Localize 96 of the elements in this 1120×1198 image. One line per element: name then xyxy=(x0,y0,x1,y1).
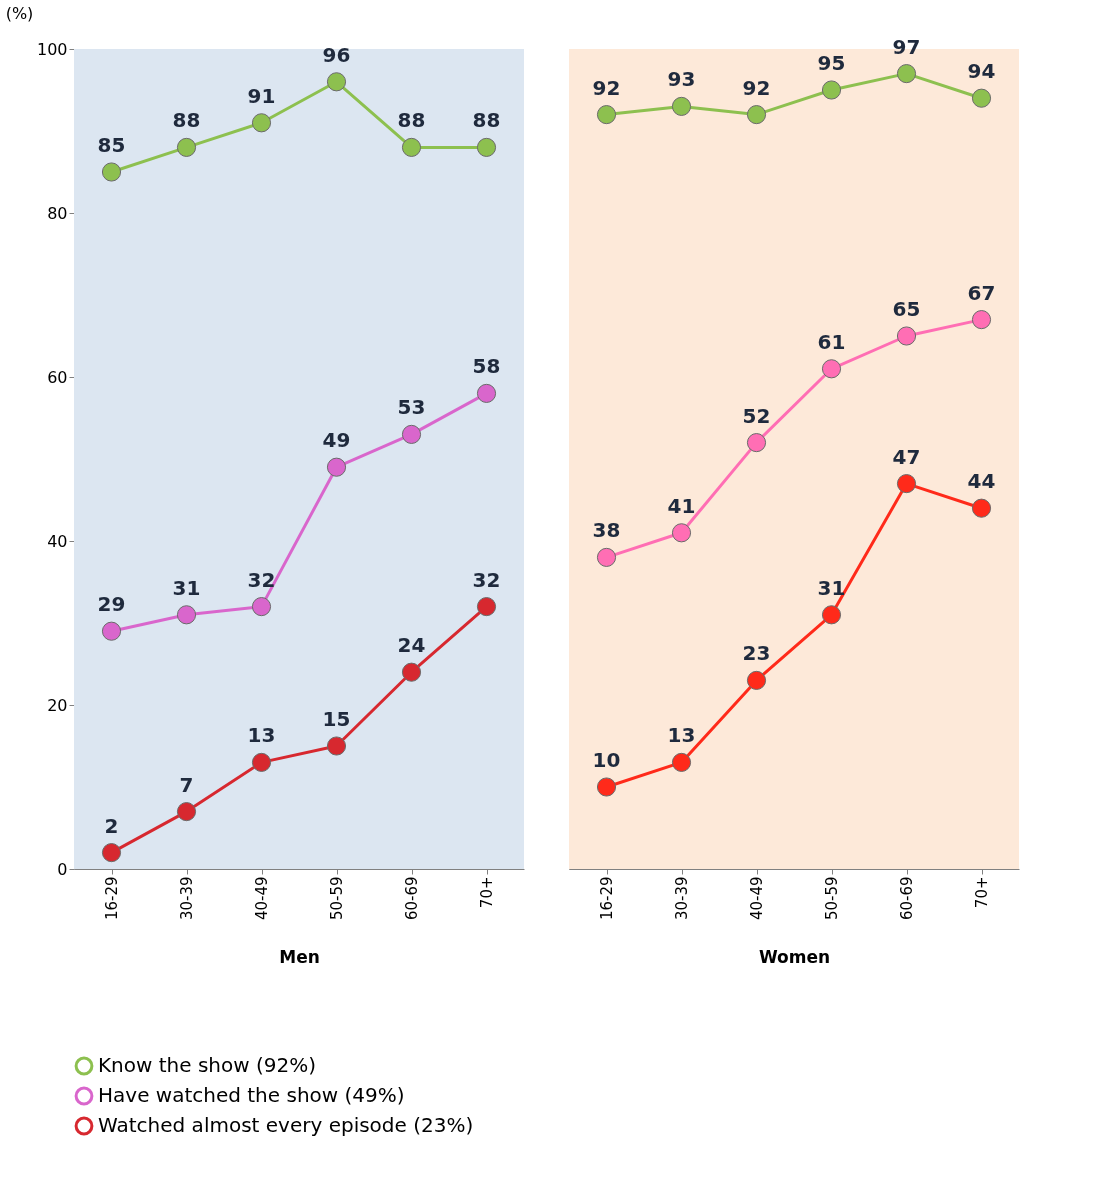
data-label: 24 xyxy=(397,633,426,658)
point xyxy=(821,605,842,625)
x-tick-label: 70+ xyxy=(973,876,991,909)
point xyxy=(596,777,617,797)
point xyxy=(971,498,992,518)
point xyxy=(821,80,842,100)
point xyxy=(971,310,992,330)
y-tick-label: 0 xyxy=(57,859,68,879)
data-label: 13 xyxy=(247,723,276,748)
x-tick-label: 30-39 xyxy=(673,876,691,921)
point xyxy=(476,137,497,157)
x-tick-label: 70+ xyxy=(478,876,496,909)
point xyxy=(326,736,347,756)
y-tick-label: 20 xyxy=(47,695,68,715)
x-tick-label: 40-49 xyxy=(748,876,766,921)
point xyxy=(746,670,767,690)
x-tick-label: 50-59 xyxy=(823,876,841,921)
data-label: 32 xyxy=(247,567,276,592)
data-label: 96 xyxy=(322,42,351,67)
data-label: 91 xyxy=(247,83,276,108)
data-label: 2 xyxy=(104,813,119,838)
point xyxy=(896,474,917,494)
point xyxy=(401,662,422,682)
data-label: 92 xyxy=(742,75,771,100)
data-label: 13 xyxy=(667,723,696,748)
x-axis-title: Women xyxy=(758,947,831,968)
data-label: 31 xyxy=(172,575,201,600)
point xyxy=(596,547,617,567)
legend-label: Have watched the show (49%) xyxy=(98,1083,405,1107)
data-label: 7 xyxy=(179,772,194,797)
x-tick-label: 60-69 xyxy=(403,876,421,921)
data-label: 38 xyxy=(592,518,621,543)
point xyxy=(476,597,497,617)
data-label: 93 xyxy=(667,67,696,92)
point xyxy=(596,105,617,125)
data-label: 15 xyxy=(322,707,351,731)
point xyxy=(821,359,842,379)
y-tick-label: 80 xyxy=(47,203,68,223)
data-label: 32 xyxy=(472,567,501,592)
point xyxy=(101,162,122,182)
point xyxy=(326,72,347,92)
data-label: 92 xyxy=(592,75,621,100)
point xyxy=(671,752,692,772)
x-tick-label: 40-49 xyxy=(253,876,271,921)
y-tick-label: 40 xyxy=(47,531,68,551)
point xyxy=(176,137,197,157)
point xyxy=(251,113,272,133)
y-axis-title: (%) xyxy=(5,3,34,23)
y-tick-label: 60 xyxy=(47,367,68,387)
data-label: 88 xyxy=(397,108,426,133)
x-axis-title: Men xyxy=(279,947,320,968)
data-label: 10 xyxy=(592,748,621,772)
point xyxy=(896,64,917,84)
x-tick-label: 50-59 xyxy=(328,876,346,921)
data-label: 29 xyxy=(97,592,126,617)
data-label: 61 xyxy=(817,329,846,354)
point xyxy=(401,424,422,444)
data-label: 49 xyxy=(322,428,351,453)
point xyxy=(971,88,992,108)
y-tick-label: 100 xyxy=(36,39,68,59)
x-tick-label: 16-29 xyxy=(103,876,121,921)
data-label: 88 xyxy=(472,108,501,133)
point xyxy=(896,326,917,346)
data-label: 58 xyxy=(472,354,501,379)
point xyxy=(476,383,497,403)
legend-label: Know the show (92%) xyxy=(98,1053,317,1077)
point xyxy=(746,433,767,453)
x-tick-label: 30-39 xyxy=(178,876,196,921)
data-label: 94 xyxy=(967,59,996,84)
point xyxy=(101,843,122,863)
data-label: 88 xyxy=(172,108,201,133)
point xyxy=(746,105,767,125)
legend-label: Watched almost every episode (23%) xyxy=(98,1113,474,1137)
data-label: 97 xyxy=(892,34,921,59)
point xyxy=(176,605,197,625)
point xyxy=(671,96,692,116)
point xyxy=(176,802,197,822)
point xyxy=(326,457,347,477)
data-label: 85 xyxy=(97,133,126,157)
data-label: 95 xyxy=(817,51,846,75)
data-label: 47 xyxy=(892,444,921,469)
data-label: 67 xyxy=(967,280,996,305)
x-tick-label: 16-29 xyxy=(598,876,616,921)
point xyxy=(671,523,692,543)
data-label: 31 xyxy=(817,575,846,600)
point xyxy=(401,137,422,157)
data-label: 41 xyxy=(667,493,696,518)
data-label: 23 xyxy=(742,641,771,666)
data-label: 52 xyxy=(742,403,771,428)
point xyxy=(251,597,272,617)
point xyxy=(251,752,272,772)
data-label: 65 xyxy=(892,297,921,321)
point xyxy=(101,621,122,641)
data-label: 53 xyxy=(397,395,426,420)
x-tick-label: 60-69 xyxy=(898,876,916,921)
data-label: 44 xyxy=(967,469,996,494)
